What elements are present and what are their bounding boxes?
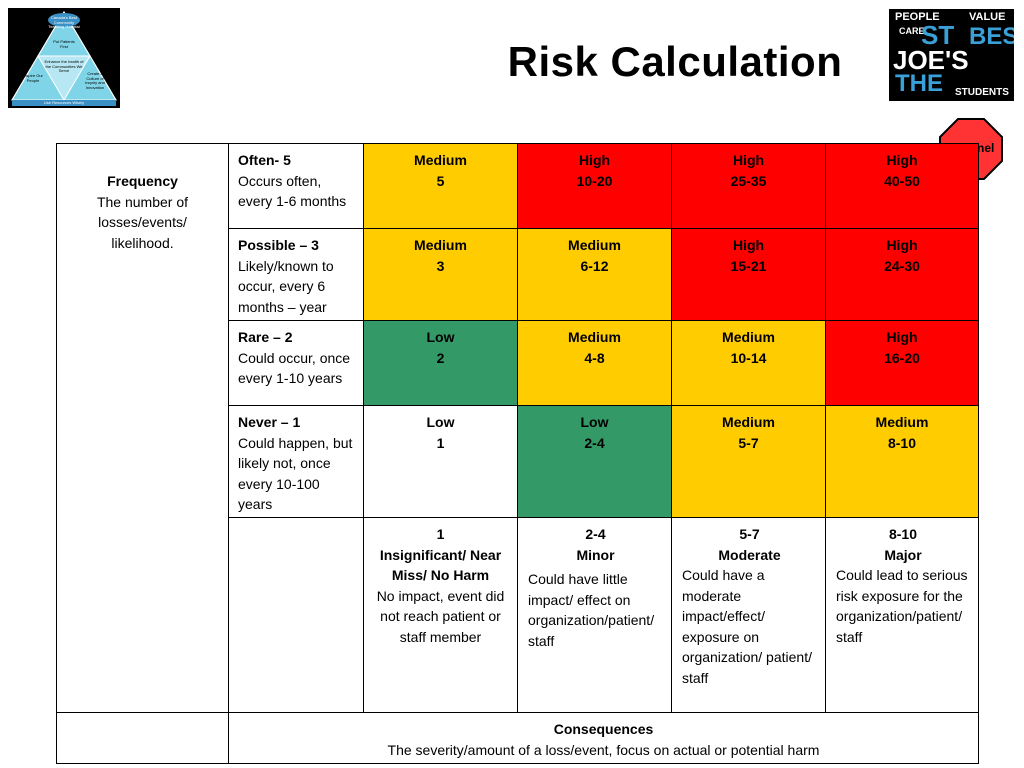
row-label-often: Often- 5 Occurs often, every 1-6 months — [228, 143, 364, 229]
frequency-desc: The number of losses/events/ likelihood. — [96, 193, 189, 251]
risk-cell: Low 1 — [363, 405, 518, 518]
consequences-title: Consequences — [553, 721, 654, 737]
risk-cell: Medium 6-12 — [517, 228, 672, 321]
row-label-possible: Possible – 3 Likely/known to occur, ever… — [228, 228, 364, 321]
consequence-cell: 1 Insignificant/ Near Miss/ No Harm No i… — [363, 517, 518, 713]
risk-cell: High 15-21 — [671, 228, 826, 321]
consequence-cell: 8-10 Major Could lead to serious risk ex… — [825, 517, 979, 713]
risk-cell: High 25-35 — [671, 143, 826, 229]
logo-word-value: VALUE — [969, 11, 1006, 23]
row-label-rare: Rare – 2 Could occur, once every 1-10 ye… — [228, 320, 364, 406]
risk-cell: High 24-30 — [825, 228, 979, 321]
logo-word-the: THE — [895, 70, 943, 97]
risk-cell: High 10-20 — [517, 143, 672, 229]
frequency-title: Frequency — [107, 173, 178, 189]
consequences-footer: Consequences The severity/amount of a lo… — [228, 712, 979, 764]
logo-word-students: STUDENTS — [955, 87, 1009, 98]
logo-word-people: PEOPLE — [895, 11, 940, 23]
risk-cell: Medium 4-8 — [517, 320, 672, 406]
risk-cell: High 40-50 — [825, 143, 979, 229]
risk-cell: Medium 5 — [363, 143, 518, 229]
risk-cell: Medium 10-14 — [671, 320, 826, 406]
logo-word-joes: JOE'S — [893, 45, 969, 75]
risk-cell: Low 2-4 — [517, 405, 672, 518]
consequence-cell: 5-7 Moderate Could have a moderate impac… — [671, 517, 826, 713]
risk-cell: Medium 8-10 — [825, 405, 979, 518]
row-label-never: Never – 1 Could happen, but likely not, … — [228, 405, 364, 518]
risk-cell: Low 2 — [363, 320, 518, 406]
logo-word-st: ST — [921, 20, 955, 50]
blank-cell — [228, 517, 364, 713]
consequence-cell: 2-4 Minor Could have little impact/ effe… — [517, 517, 672, 713]
risk-cell: High 16-20 — [825, 320, 979, 406]
risk-matrix: Frequency The number of losses/events/ l… — [56, 143, 979, 764]
risk-cell: Medium 5-7 — [671, 405, 826, 518]
footer-blank-cell — [56, 712, 229, 764]
hospital-strategy-logo: Canada's Best Community Teaching Hospita… — [8, 8, 120, 108]
consequences-desc: The severity/amount of a loss/event, foc… — [387, 741, 820, 758]
logo-word-care: CARE — [899, 26, 925, 36]
frequency-label-cell: Frequency The number of losses/events/ l… — [56, 143, 229, 713]
risk-cell: Medium 3 — [363, 228, 518, 321]
page-title: Risk Calculation — [507, 38, 843, 85]
